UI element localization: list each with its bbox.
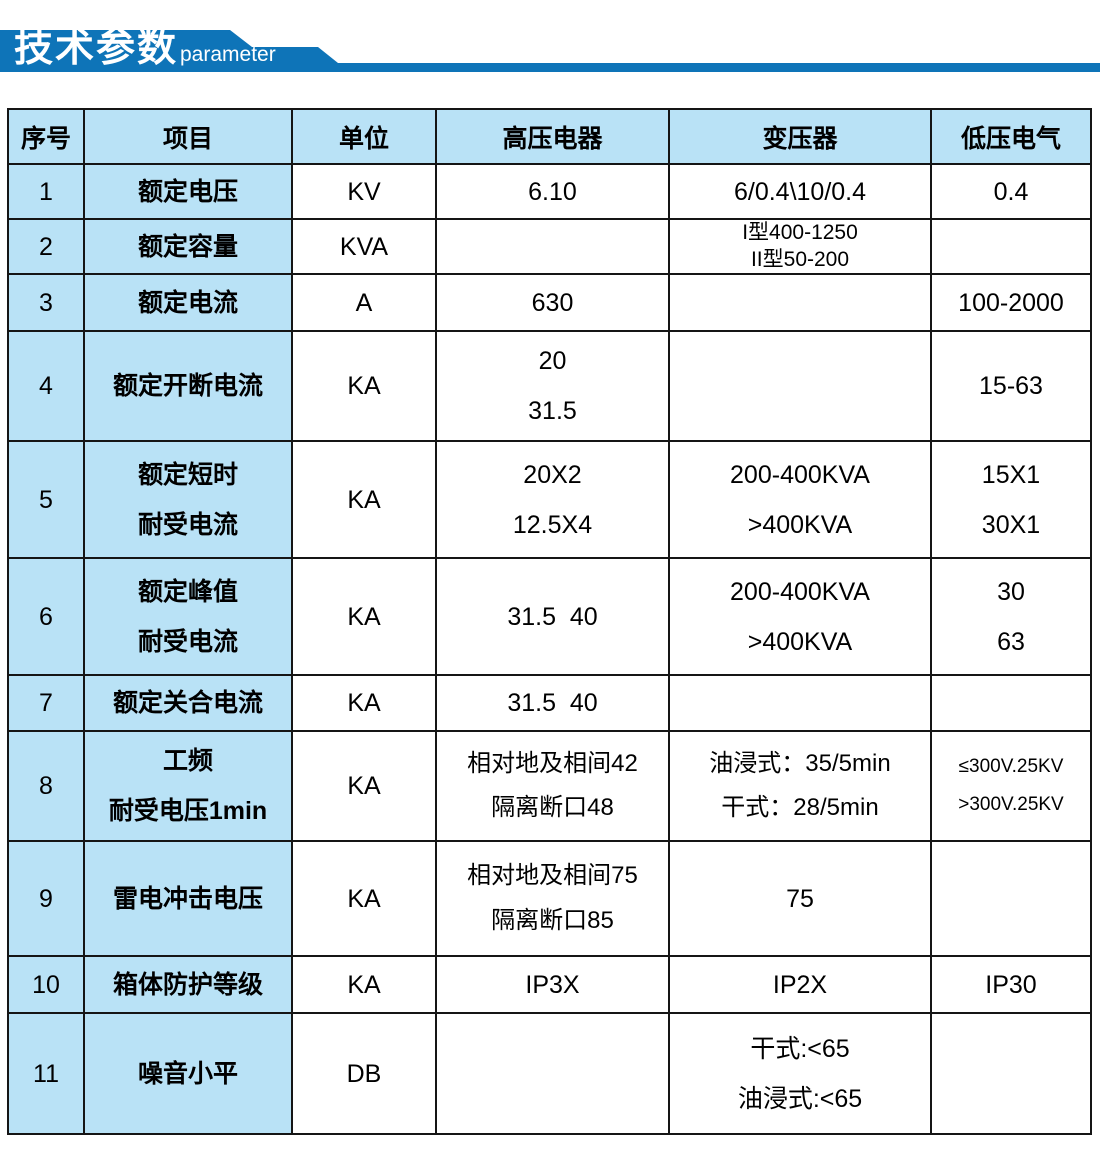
cell-lv-electric: 100-2000	[930, 273, 1092, 332]
cell-transformer: 200-400KVA >400KVA	[668, 557, 932, 676]
cell-unit: DB	[291, 1012, 437, 1135]
cell-item: 额定电流	[83, 273, 293, 332]
page-subtitle: parameter	[180, 43, 276, 66]
table-row: 9 雷电冲击电压 KA 相对地及相间75 隔离断口85 75	[7, 840, 1092, 957]
cell-transformer	[668, 273, 932, 332]
cell-unit: KA	[291, 557, 437, 676]
table-row: 10 箱体防护等级 KA IP3X IP2X IP30	[7, 955, 1092, 1014]
col-header-hv-device: 高压电器	[435, 108, 670, 165]
cell-index: 9	[7, 840, 85, 957]
cell-item: 额定峰值 耐受电流	[83, 557, 293, 676]
parameters-table: 序号 项目 单位 高压电器 变压器 低压电气 1 额定电压 KV 6.10 6/0.4\…	[7, 108, 1092, 1135]
section-banner: 技术参数 parameter	[0, 0, 1100, 80]
cell-lv-electric	[930, 218, 1092, 275]
table-row: 6 额定峰值 耐受电流 KA 31.5 40 200-400KVA >400KVA 30 …	[7, 557, 1092, 676]
cell-index: 1	[7, 163, 85, 220]
cell-transformer: 75	[668, 840, 932, 957]
cell-index: 6	[7, 557, 85, 676]
page-title: 技术参数	[14, 27, 179, 70]
table-row: 11 噪音小平 DB 干式:<65 油浸式:<65	[7, 1012, 1092, 1135]
cell-transformer: 干式:<65 油浸式:<65	[668, 1012, 932, 1135]
cell-item: 额定电压	[83, 163, 293, 220]
cell-index: 5	[7, 440, 85, 559]
cell-unit: KV	[291, 163, 437, 220]
cell-item: 雷电冲击电压	[83, 840, 293, 957]
table-row: 5 额定短时 耐受电流 KA 20X2 12.5X4 200-400KVA >400KV…	[7, 440, 1092, 559]
cell-item: 额定关合电流	[83, 674, 293, 732]
table-row: 4 额定开断电流 KA 20 31.5 15-63	[7, 330, 1092, 442]
cell-transformer	[668, 330, 932, 442]
cell-lv-electric	[930, 674, 1092, 732]
cell-transformer	[668, 674, 932, 732]
cell-lv-electric: 30 63	[930, 557, 1092, 676]
cell-item: 额定短时 耐受电流	[83, 440, 293, 559]
cell-index: 4	[7, 330, 85, 442]
cell-index: 7	[7, 674, 85, 732]
cell-hv-device: 31.5 40	[435, 674, 670, 732]
cell-item: 工频 耐受电压1min	[83, 730, 293, 842]
table-row: 7 额定关合电流 KA 31.5 40	[7, 674, 1092, 732]
col-header-index: 序号	[7, 108, 85, 165]
cell-lv-electric: 0.4	[930, 163, 1092, 220]
cell-item: 噪音小平	[83, 1012, 293, 1135]
cell-hv-device: 相对地及相间75 隔离断口85	[435, 840, 670, 957]
cell-item: 额定容量	[83, 218, 293, 275]
cell-hv-device: 20X2 12.5X4	[435, 440, 670, 559]
table-row: 1 额定电压 KV 6.10 6/0.4\10/0.4 0.4	[7, 163, 1092, 220]
cell-transformer: 200-400KVA >400KVA	[668, 440, 932, 559]
table-row: 3 额定电流 A 630 100-2000	[7, 273, 1092, 332]
header-row: 序号 项目 单位 高压电器 变压器 低压电气	[7, 108, 1092, 165]
cell-unit: KA	[291, 674, 437, 732]
cell-index: 3	[7, 273, 85, 332]
table-row: 8 工频 耐受电压1min KA 相对地及相间42 隔离断口48 油浸式：35/5min…	[7, 730, 1092, 842]
cell-transformer: 油浸式：35/5min 干式：28/5min	[668, 730, 932, 842]
cell-hv-device: 20 31.5	[435, 330, 670, 442]
cell-transformer: IP2X	[668, 955, 932, 1014]
cell-hv-device: 31.5 40	[435, 557, 670, 676]
cell-hv-device	[435, 1012, 670, 1135]
cell-transformer: I型400-1250 II型50-200	[668, 218, 932, 275]
cell-hv-device: 相对地及相间42 隔离断口48	[435, 730, 670, 842]
cell-index: 11	[7, 1012, 85, 1135]
cell-unit: KA	[291, 840, 437, 957]
cell-unit: KVA	[291, 218, 437, 275]
cell-lv-electric: IP30	[930, 955, 1092, 1014]
cell-hv-device: IP3X	[435, 955, 670, 1014]
cell-unit: KA	[291, 440, 437, 559]
cell-hv-device	[435, 218, 670, 275]
cell-hv-device: 6.10	[435, 163, 670, 220]
cell-index: 10	[7, 955, 85, 1014]
col-header-transformer: 变压器	[668, 108, 932, 165]
cell-unit: A	[291, 273, 437, 332]
cell-index: 2	[7, 218, 85, 275]
cell-lv-electric: 15-63	[930, 330, 1092, 442]
cell-item: 箱体防护等级	[83, 955, 293, 1014]
cell-lv-electric: ≤300V.25KV >300V.25KV	[930, 730, 1092, 842]
cell-unit: KA	[291, 955, 437, 1014]
cell-index: 8	[7, 730, 85, 842]
cell-hv-device: 630	[435, 273, 670, 332]
cell-lv-electric	[930, 1012, 1092, 1135]
cell-item: 额定开断电流	[83, 330, 293, 442]
cell-lv-electric: 15X1 30X1	[930, 440, 1092, 559]
table-body: 1 额定电压 KV 6.10 6/0.4\10/0.4 0.4 2 额定容量 KVA I型400-…	[7, 163, 1092, 1135]
col-header-unit: 单位	[291, 108, 437, 165]
cell-transformer: 6/0.4\10/0.4	[668, 163, 932, 220]
cell-unit: KA	[291, 730, 437, 842]
cell-lv-electric	[930, 840, 1092, 957]
table-row: 2 额定容量 KVA I型400-1250 II型50-200	[7, 218, 1092, 275]
cell-unit: KA	[291, 330, 437, 442]
col-header-lv-electric: 低压电气	[930, 108, 1092, 165]
col-header-item: 项目	[83, 108, 293, 165]
banner-ribbon-shape	[0, 30, 1100, 72]
